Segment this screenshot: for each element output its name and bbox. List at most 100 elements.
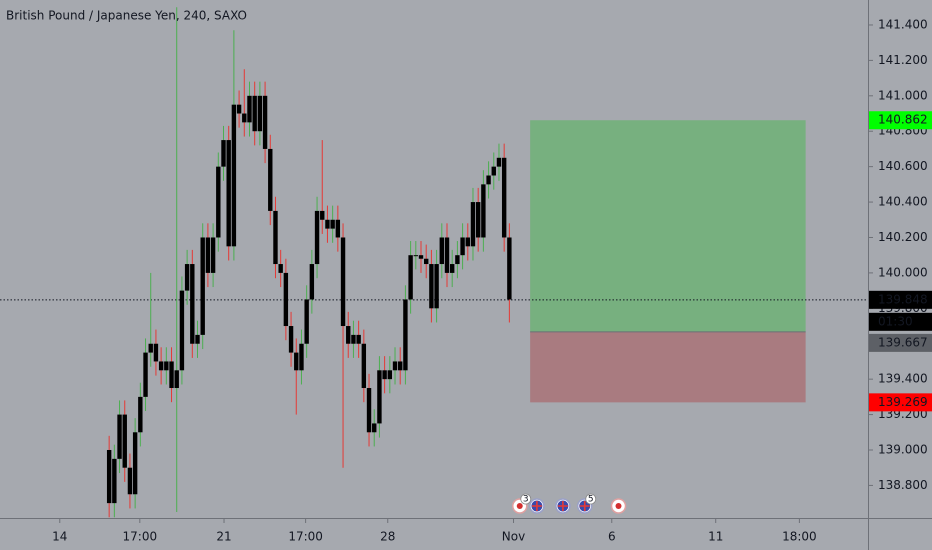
- y-tick-label: 139.000: [878, 442, 928, 456]
- candle-body: [236, 104, 242, 114]
- candle-body: [382, 370, 387, 380]
- y-tick-label: 140.600: [878, 159, 928, 173]
- candle-body: [299, 343, 304, 371]
- candle-body: [314, 210, 320, 265]
- candle-body: [106, 449, 112, 504]
- last-price-label: 139.848: [878, 292, 928, 306]
- candle-body: [294, 352, 299, 371]
- target-label: 140.862: [878, 113, 928, 127]
- candle-body: [273, 210, 278, 265]
- y-tick-label: 141.200: [878, 53, 928, 67]
- flag-dot: [516, 503, 523, 509]
- candle-body: [226, 140, 231, 247]
- candle-body: [325, 219, 330, 229]
- stop-label: 139.269: [878, 395, 928, 409]
- entry-label: 139.667: [878, 335, 928, 349]
- candle-body: [268, 148, 273, 211]
- candle-body: [496, 157, 502, 167]
- chart-title: British Pound / Japanese Yen, 240, SAXO: [6, 9, 247, 23]
- candle-body: [221, 140, 226, 167]
- candle-body: [262, 95, 268, 149]
- countdown-label-bg: [869, 312, 932, 331]
- candle-body: [257, 95, 263, 132]
- candle-body: [304, 299, 309, 344]
- candle-body: [164, 361, 169, 371]
- candle-body: [158, 361, 164, 371]
- candle-body: [320, 210, 325, 220]
- event-icon: 3: [512, 493, 532, 514]
- candle-body: [449, 264, 455, 273]
- x-tick-label: 28: [380, 530, 395, 544]
- x-tick-label: 21: [216, 530, 231, 544]
- x-tick-label: 18:00: [782, 530, 817, 544]
- candle-body: [424, 258, 429, 265]
- flag-cross: [531, 501, 542, 511]
- candle-body: [330, 219, 335, 229]
- x-tick-label: 6: [608, 530, 616, 544]
- x-tick-label: 17:00: [288, 530, 323, 544]
- flag-cross: [579, 501, 590, 511]
- y-tick-label: 139.400: [878, 372, 928, 386]
- candle-body: [216, 166, 221, 238]
- event-count: 5: [588, 495, 594, 505]
- candle-body: [507, 237, 512, 300]
- candle-body: [231, 104, 237, 247]
- candle-body: [413, 255, 419, 257]
- x-tick-label: Nov: [502, 530, 525, 544]
- stop-label-bg: [869, 393, 932, 412]
- candle-body: [340, 237, 346, 327]
- candle-body: [408, 255, 413, 300]
- candle-body: [346, 326, 351, 344]
- candle-body: [465, 237, 470, 247]
- last-price-label-bg: [869, 290, 932, 309]
- candle-body: [283, 272, 289, 327]
- candle-body: [392, 361, 398, 371]
- event-badge: [585, 493, 597, 505]
- x-tick-label: 14: [52, 530, 67, 544]
- candle-body: [143, 352, 148, 397]
- event-icon: [555, 498, 571, 514]
- flag-dot: [615, 503, 622, 509]
- candle-body: [335, 219, 341, 238]
- x-tick-label: 11: [708, 530, 723, 544]
- event-count: 3: [523, 495, 529, 505]
- candle-body: [351, 334, 356, 344]
- candle-body: [169, 361, 174, 389]
- candle-body: [439, 237, 444, 265]
- candle-body: [418, 255, 424, 259]
- candle-body: [127, 467, 133, 495]
- candle-body: [356, 334, 361, 344]
- profit-zone: [530, 120, 806, 332]
- candle-body: [122, 414, 127, 468]
- candle-body: [372, 423, 377, 433]
- candle-body: [486, 175, 491, 185]
- candle-body: [455, 255, 460, 265]
- candle-body: [481, 184, 486, 238]
- candle-body: [278, 264, 283, 273]
- candle-body: [153, 343, 159, 362]
- event-icon: [610, 498, 627, 514]
- entry-label-bg: [869, 333, 932, 352]
- event-icon: 5: [576, 493, 597, 514]
- candle-body: [403, 299, 408, 371]
- candle-body: [132, 432, 138, 495]
- y-tick-label: 140.000: [878, 265, 928, 279]
- candle-body: [491, 166, 496, 176]
- candle-body: [361, 343, 367, 389]
- loss-zone: [530, 331, 806, 403]
- y-tick-label: 140.400: [878, 195, 928, 209]
- y-tick-label: 141.400: [878, 17, 928, 31]
- target-label-bg: [869, 111, 932, 130]
- candle-body: [179, 290, 185, 371]
- candle-body: [429, 264, 434, 309]
- candle-body: [444, 237, 450, 273]
- flag-cross: [557, 501, 568, 511]
- event-icon: [529, 498, 545, 514]
- candle-body: [148, 343, 153, 353]
- y-tick-label: 140.200: [878, 230, 928, 244]
- candle-body: [184, 264, 190, 291]
- candle-body: [247, 95, 252, 123]
- candle-body: [242, 113, 247, 123]
- event-badge: [520, 493, 532, 505]
